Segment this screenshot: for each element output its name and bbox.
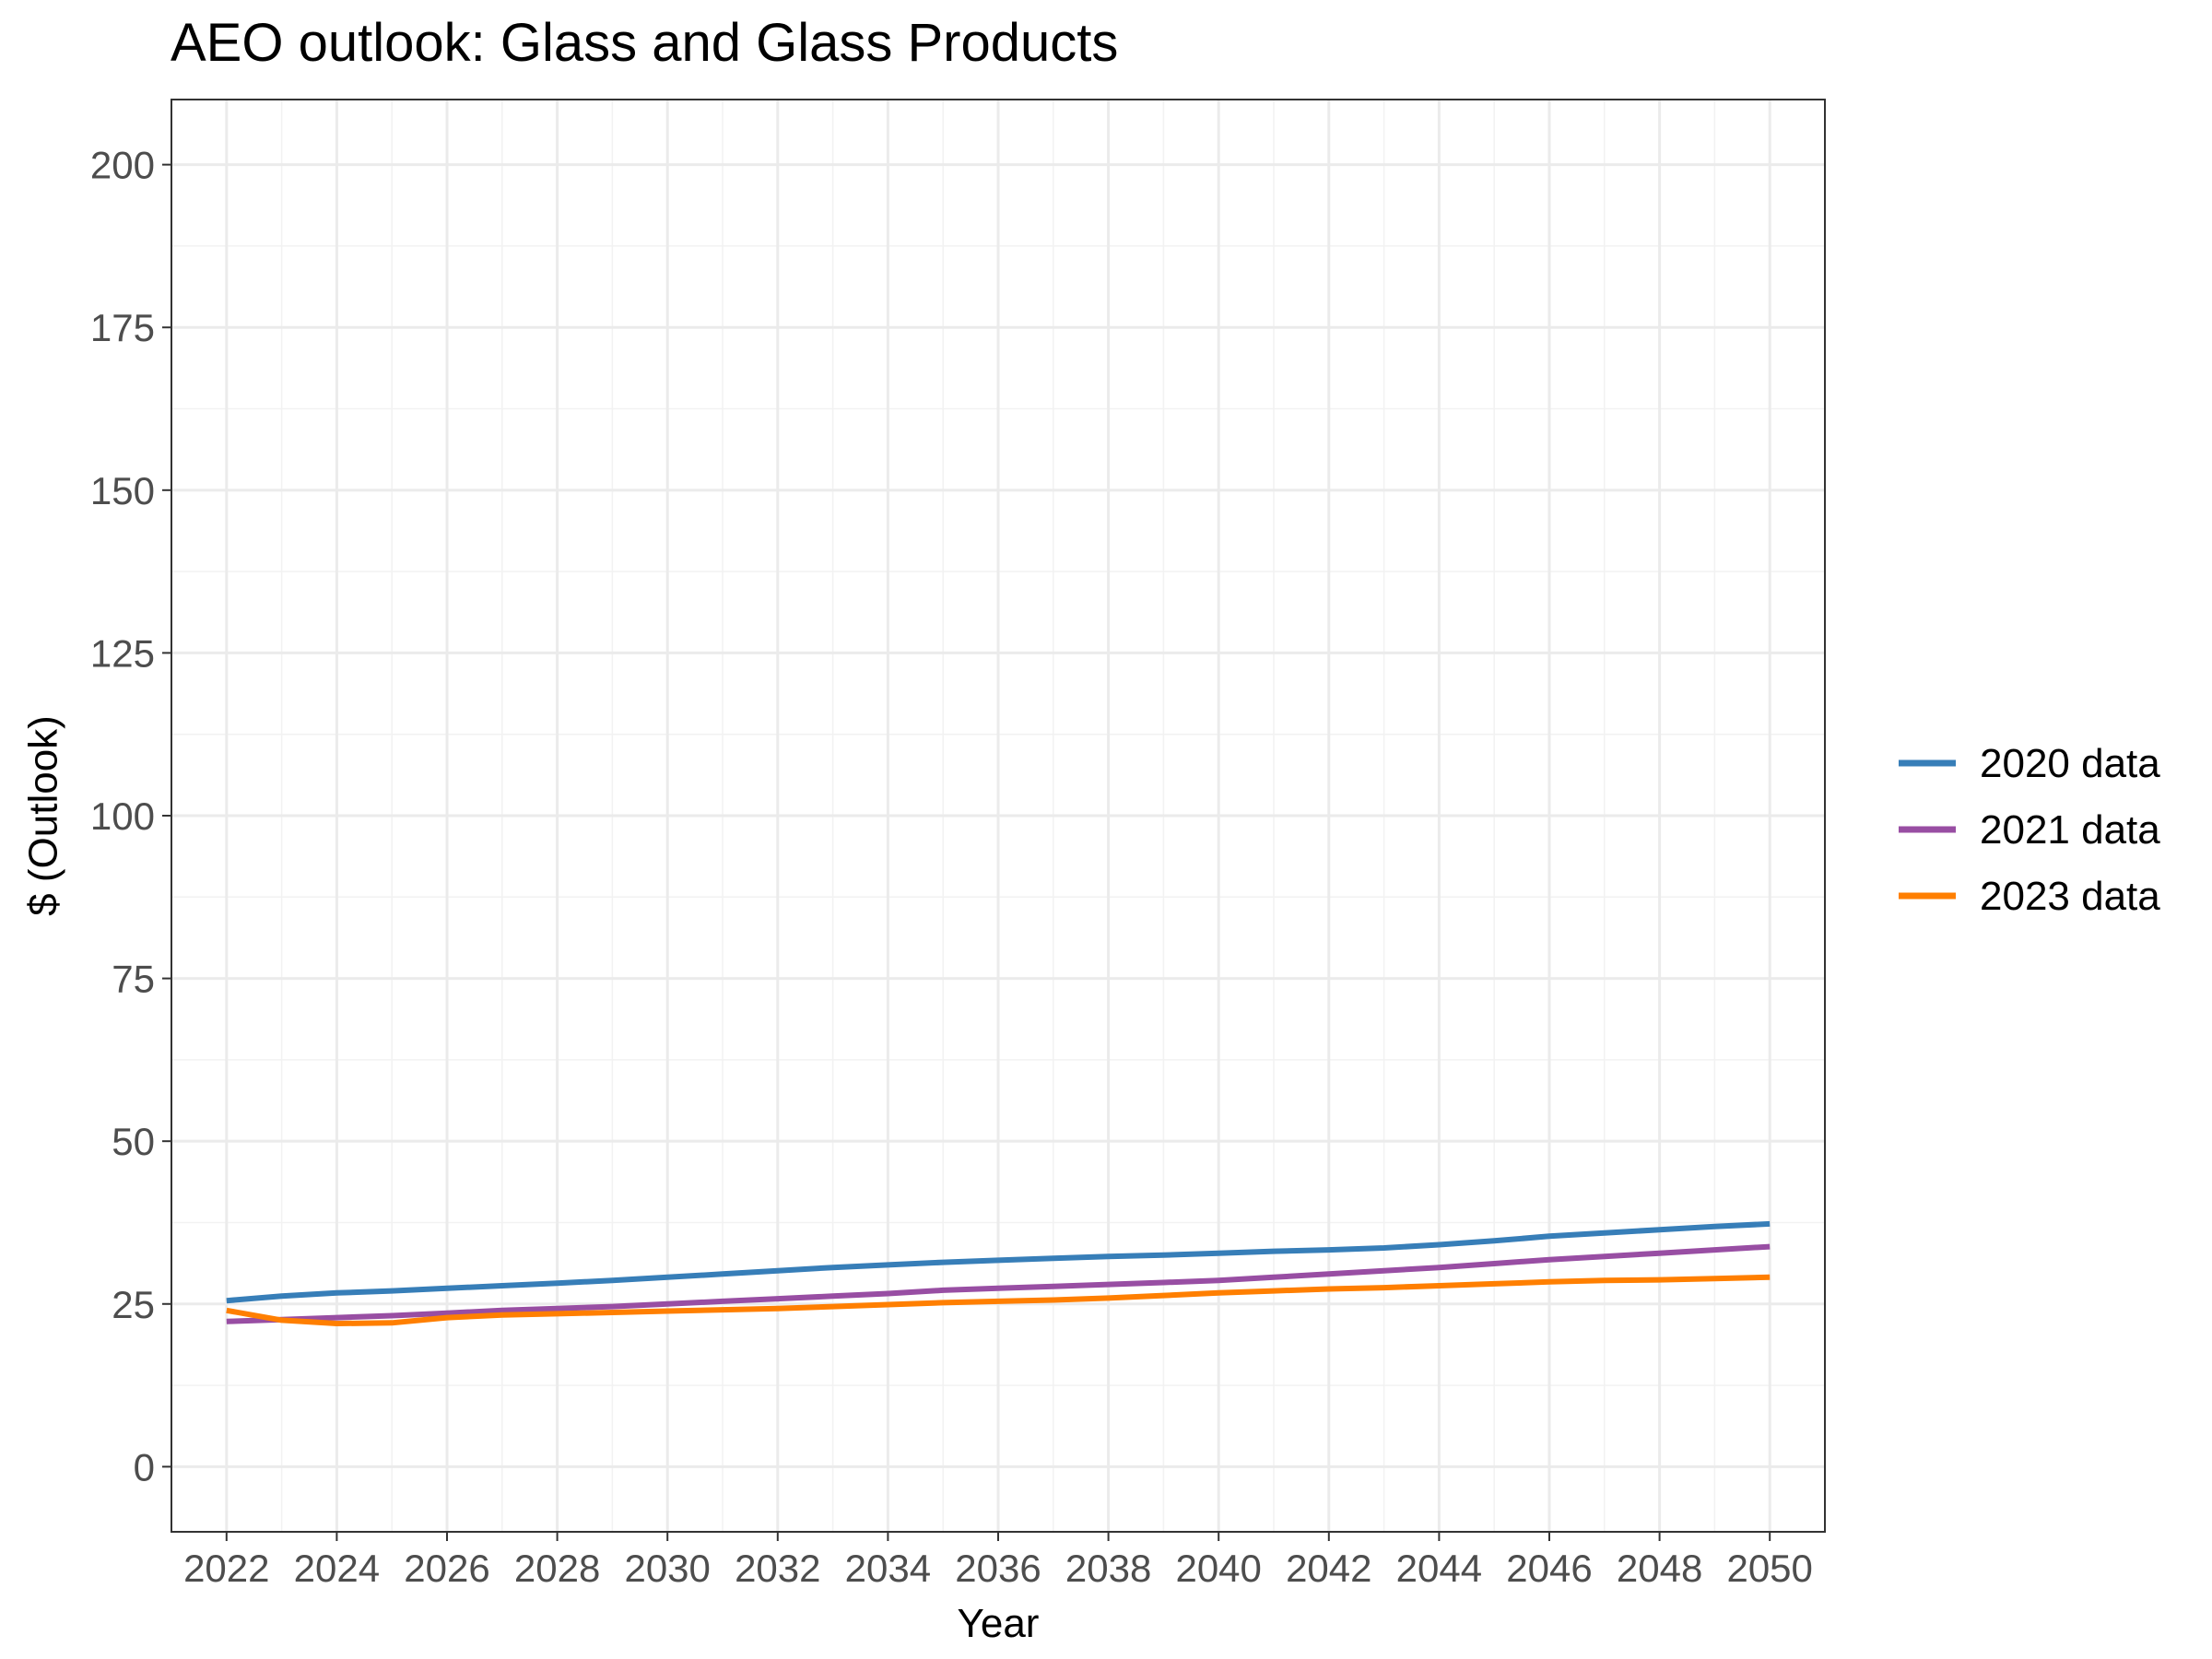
x-tick-label: 2050 [1726,1547,1812,1590]
x-tick-label: 2022 [183,1547,269,1590]
legend-label-2: 2023 data [1980,874,2160,919]
y-tick-label: 75 [112,958,155,1001]
x-tick-label: 2030 [624,1547,710,1590]
y-tick-label: 150 [90,469,155,512]
legend: 2020 data 2021 data 2023 data [1899,741,2160,919]
axes: 0 25 50 75 100 125 150 175 200 2022 2024 2026 2028 20… [90,144,1813,1590]
y-tick-label: 175 [90,306,155,349]
x-tick-label: 2040 [1175,1547,1261,1590]
y-tick-label: 125 [90,631,155,675]
x-tick-label: 2046 [1506,1547,1592,1590]
legend-item-1: 2021 data [1899,807,2160,853]
y-tick-label: 100 [90,794,155,838]
x-tick-label: 2034 [845,1547,931,1590]
x-tick-label: 2026 [404,1547,489,1590]
series-line-2 [226,1274,1771,1326]
legend-item-2: 2023 data [1899,874,2160,919]
y-tick-label: 50 [112,1120,155,1163]
x-tick-label: 2048 [1617,1547,1702,1590]
y-tick-label: 0 [134,1445,155,1488]
series-line-0 [226,1220,1771,1304]
series-line-1 [226,1243,1771,1324]
legend-item-0: 2020 data [1899,741,2160,786]
y-tick-label: 25 [112,1283,155,1326]
y-tick-label: 200 [90,144,155,187]
x-tick-label: 2036 [955,1547,1041,1590]
x-tick-label: 2032 [735,1547,820,1590]
chart-title: AEO outlook: Glass and Glass Products [171,13,1118,73]
x-axis-title: Year [958,1601,1040,1646]
x-tick-label: 2024 [294,1547,380,1590]
legend-label-1: 2021 data [1980,807,2160,853]
x-tick-label: 2042 [1286,1547,1371,1590]
x-tick-label: 2038 [1065,1547,1151,1590]
x-tick-label: 2028 [514,1547,600,1590]
y-axis-title: $ (Outlook) [21,715,66,916]
legend-label-0: 2020 data [1980,741,2160,786]
x-tick-label: 2044 [1396,1547,1482,1590]
series-lines [226,1220,1771,1326]
